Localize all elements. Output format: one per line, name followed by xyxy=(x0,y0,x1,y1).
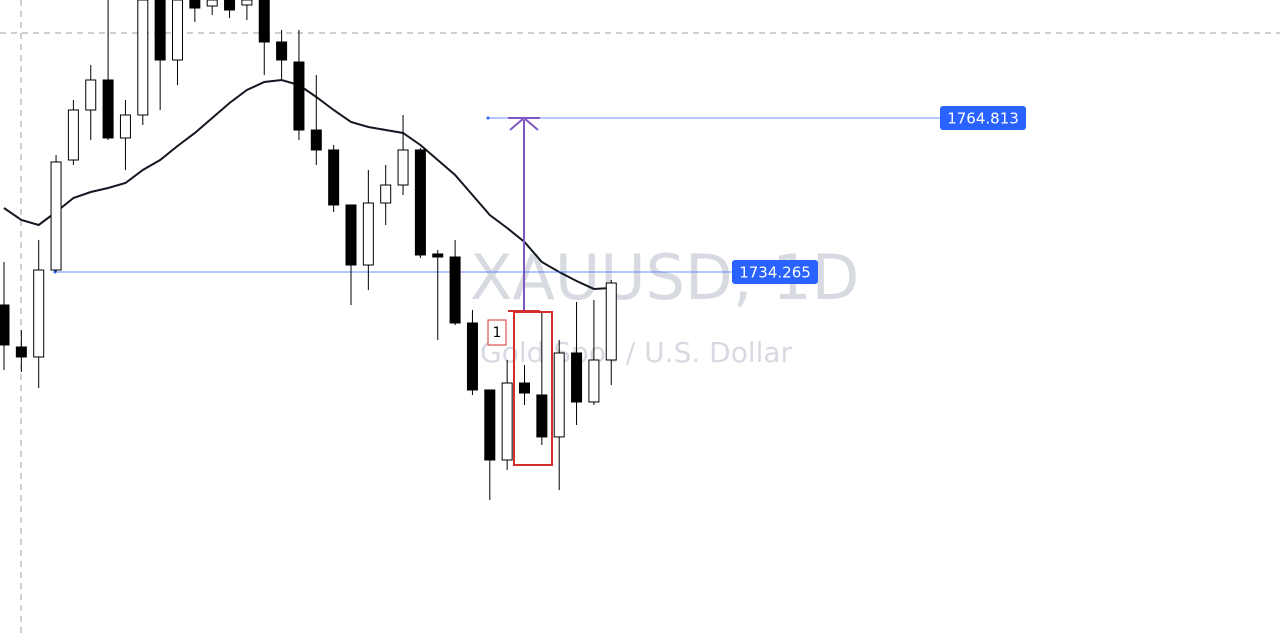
candle-body xyxy=(50,161,62,271)
candle-body xyxy=(553,352,565,438)
candle-body xyxy=(224,0,236,11)
candle-body xyxy=(449,256,461,324)
candle-body xyxy=(484,389,496,461)
candle-body xyxy=(397,149,409,186)
watermark-subtitle: Gold Spot / U.S. Dollar xyxy=(480,336,793,369)
plot: 1764.813 1734.265 1 xyxy=(0,0,1026,500)
candle-body xyxy=(432,253,444,258)
price-label: 1764.813 xyxy=(947,109,1019,127)
candle-body xyxy=(328,149,340,206)
candle-body xyxy=(571,352,583,403)
candle-body xyxy=(241,0,253,6)
candle-body xyxy=(85,79,97,111)
level-anchor xyxy=(486,116,490,120)
annotation-label: 1 xyxy=(493,325,502,341)
candle-body xyxy=(362,202,374,266)
candle-body xyxy=(380,184,392,204)
candle-body xyxy=(0,304,10,346)
price-label-box xyxy=(732,259,818,284)
candle-body xyxy=(605,282,617,361)
candle-body xyxy=(345,204,357,266)
moving-average xyxy=(3,78,612,290)
candle-body xyxy=(119,114,131,139)
candle-body xyxy=(466,322,478,391)
price-label-box xyxy=(940,105,1026,130)
candle-body xyxy=(154,0,166,61)
candle-body xyxy=(310,129,322,151)
candle-body xyxy=(67,109,79,161)
candle-body xyxy=(501,382,513,461)
candle-body xyxy=(258,0,270,43)
candle-body xyxy=(137,0,149,116)
annotation-box xyxy=(487,319,507,346)
candle-body xyxy=(189,0,201,9)
candle-body xyxy=(276,41,288,61)
candle-body xyxy=(15,346,27,358)
candle-body xyxy=(588,359,600,403)
candle-body xyxy=(206,0,218,7)
candle-body xyxy=(519,382,530,394)
price-label: 1734.265 xyxy=(739,263,811,281)
candle-body xyxy=(414,149,426,256)
candle-body xyxy=(102,79,114,139)
candle-body xyxy=(172,0,183,61)
candle-body xyxy=(293,61,305,131)
candle-body xyxy=(33,269,45,358)
candle-body xyxy=(536,394,548,438)
